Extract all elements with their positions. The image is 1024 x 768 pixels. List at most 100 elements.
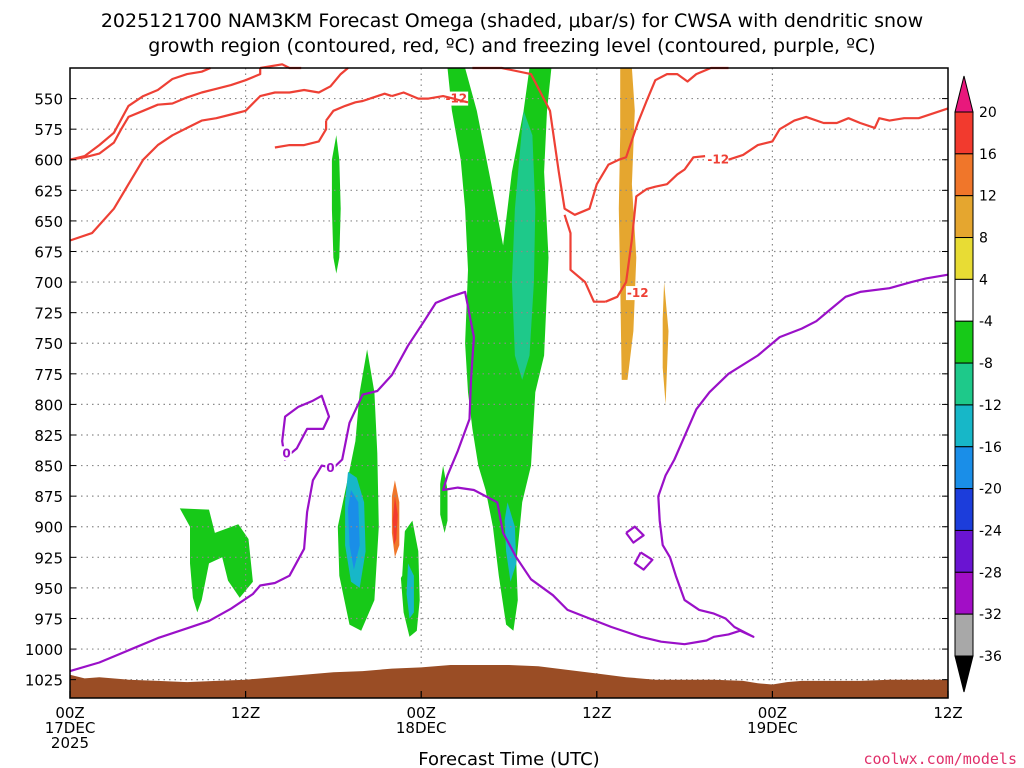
omega-region-descent-core bbox=[618, 68, 637, 380]
y-tick-label-775: 775 bbox=[34, 366, 63, 384]
y-tick-label-875: 875 bbox=[34, 488, 63, 506]
dgz-contour-line-8 bbox=[69, 68, 262, 161]
chart-title-line-1: 2025121700 NAM3KM Forecast Omega (shaded… bbox=[101, 10, 923, 32]
colorbar-bin--32-to--28 bbox=[954, 571, 974, 615]
x-tick-label-0-0: 00Z bbox=[55, 704, 84, 722]
colorbar-bin-12-to-16 bbox=[954, 153, 974, 197]
freezing-contour-label-0: 0 bbox=[326, 461, 334, 475]
colorbar: 20 16 12 8 4 -4 -8 -12 -16 -20 -24 -28 -32 -36 bbox=[954, 75, 1002, 693]
dendritic-growth-contours: -12-12-12 bbox=[69, 63, 949, 303]
dgz-contour-label-2: -12 bbox=[707, 153, 729, 167]
omega-region-ascent-b bbox=[331, 135, 341, 274]
dgz-contour-line-4 bbox=[391, 91, 469, 104]
y-tick-label-800: 800 bbox=[34, 396, 63, 414]
freezing-contour-line-2 bbox=[625, 525, 645, 544]
dgz-contour-line-11 bbox=[728, 107, 949, 161]
plot-area: -12-12-12 00 bbox=[69, 63, 949, 699]
y-axis: 550 575 600 625 650 675 700 725 750 775 800 825 850 8… bbox=[25, 91, 948, 690]
y-tick-label-900: 900 bbox=[34, 519, 63, 537]
colorbar-bottom-arrow bbox=[954, 655, 974, 693]
y-tick-label-1025: 1025 bbox=[25, 672, 63, 690]
y-tick-label-550: 550 bbox=[34, 91, 63, 109]
y-tick-label-950: 950 bbox=[34, 580, 63, 598]
y-tick-label-975: 975 bbox=[34, 610, 63, 628]
colorbar-bin-4-to-8 bbox=[954, 237, 974, 280]
omega-region-ascent-d-core bbox=[406, 563, 414, 619]
y-tick-label-600: 600 bbox=[34, 152, 63, 170]
y-tick-label-575: 575 bbox=[34, 121, 63, 139]
omega-region-descent-main bbox=[557, 68, 675, 588]
colorbar-bin-16-to-20 bbox=[954, 111, 974, 155]
omega-region-descent-h bbox=[586, 416, 594, 503]
colorbar-bin--8-to--4 bbox=[954, 320, 974, 364]
omega-region-ascent-c-core2 bbox=[348, 490, 360, 570]
omega-region-ascent-a bbox=[179, 508, 253, 613]
colorbar-label--4: -4 bbox=[979, 314, 993, 330]
colorbar-bin--36-to--32 bbox=[954, 613, 974, 657]
colorbar-bin-8-to-12 bbox=[954, 195, 974, 239]
y-tick-label-1000: 1000 bbox=[25, 641, 63, 659]
freezing-contour-label-bg-0 bbox=[325, 461, 336, 476]
colorbar-label--36: -36 bbox=[979, 649, 1002, 665]
colorbar-bin--4-to-4 bbox=[954, 278, 974, 322]
terrain bbox=[70, 665, 948, 698]
x-tick-label-36-0: 12Z bbox=[582, 704, 611, 722]
x-tick-label-60-0: 12Z bbox=[933, 704, 962, 722]
x-tick-label-12-0: 12Z bbox=[231, 704, 260, 722]
colorbar-bin--16-to--12 bbox=[954, 404, 974, 448]
colorbar-bin--12-to--8 bbox=[954, 362, 974, 406]
colorbar-label--24: -24 bbox=[979, 523, 1002, 539]
colorbar-label-4: 4 bbox=[979, 272, 988, 288]
colorbar-label--12: -12 bbox=[979, 398, 1002, 414]
colorbar-label--16: -16 bbox=[979, 440, 1002, 456]
x-tick-label-0-2: 2025 bbox=[51, 734, 89, 752]
terrain-surface bbox=[70, 665, 948, 698]
colorbar-label--8: -8 bbox=[979, 356, 993, 372]
dgz-contour-label-bg-0 bbox=[625, 286, 650, 301]
grid bbox=[70, 68, 948, 698]
y-tick-label-725: 725 bbox=[34, 305, 63, 323]
x-tick-label-48-0: 00Z bbox=[758, 704, 787, 722]
y-tick-label-700: 700 bbox=[34, 274, 63, 292]
y-tick-label-650: 650 bbox=[34, 213, 63, 231]
dgz-contour-line-10 bbox=[605, 155, 706, 303]
freezing-level-contours: 00 bbox=[69, 273, 949, 673]
omega-region-descent-e bbox=[686, 214, 697, 331]
y-tick-label-675: 675 bbox=[34, 243, 63, 261]
colorbar-bin--28-to--24 bbox=[954, 529, 974, 573]
dgz-contour-line-0 bbox=[69, 67, 349, 242]
x-axis-label: Forecast Time (UTC) bbox=[418, 749, 599, 768]
freezing-contour-line-3 bbox=[633, 551, 654, 571]
omega-region-ascent-main-core2 bbox=[504, 502, 517, 582]
omega-region-descent-spot-core2 bbox=[392, 496, 398, 546]
colorbar-bin--20-to--16 bbox=[954, 446, 974, 490]
freezing-contour-line-1 bbox=[281, 394, 331, 461]
dgz-contour-line-3 bbox=[472, 66, 729, 216]
freezing-contour-label-bg-1 bbox=[281, 446, 292, 461]
colorbar-label-8: 8 bbox=[979, 231, 988, 247]
y-tick-label-850: 850 bbox=[34, 458, 63, 476]
x-tick-label-24-1: 18DEC bbox=[396, 719, 447, 737]
dgz-contour-label-bg-2 bbox=[706, 152, 731, 167]
colorbar-label--32: -32 bbox=[979, 607, 1002, 623]
omega-region-ascent-main-core bbox=[511, 110, 536, 380]
colorbar-label--20: -20 bbox=[979, 482, 1002, 498]
dgz-contour-line-7 bbox=[274, 120, 328, 149]
omega-region-descent-i bbox=[430, 410, 435, 460]
y-tick-label-825: 825 bbox=[34, 427, 63, 445]
dgz-contour-line-9 bbox=[563, 214, 606, 303]
x-tick-label-0-1: 17DEC bbox=[45, 719, 96, 737]
dgz-contour-label-0: -12 bbox=[627, 286, 649, 300]
colorbar-label-12: 12 bbox=[979, 189, 997, 205]
x-tick-label-48-1: 19DEC bbox=[747, 719, 798, 737]
credit-text: coolwx.com/models bbox=[863, 750, 1017, 768]
freezing-contour-line-0 bbox=[69, 273, 949, 673]
y-tick-label-750: 750 bbox=[34, 335, 63, 353]
colorbar-label-16: 16 bbox=[979, 147, 997, 163]
colorbar-top-arrow bbox=[954, 75, 974, 113]
colorbar-label--28: -28 bbox=[979, 565, 1002, 581]
chart-title-line-2: growth region (contoured, red, ºC) and f… bbox=[148, 35, 875, 57]
y-tick-label-625: 625 bbox=[34, 182, 63, 200]
y-tick-label-925: 925 bbox=[34, 549, 63, 567]
